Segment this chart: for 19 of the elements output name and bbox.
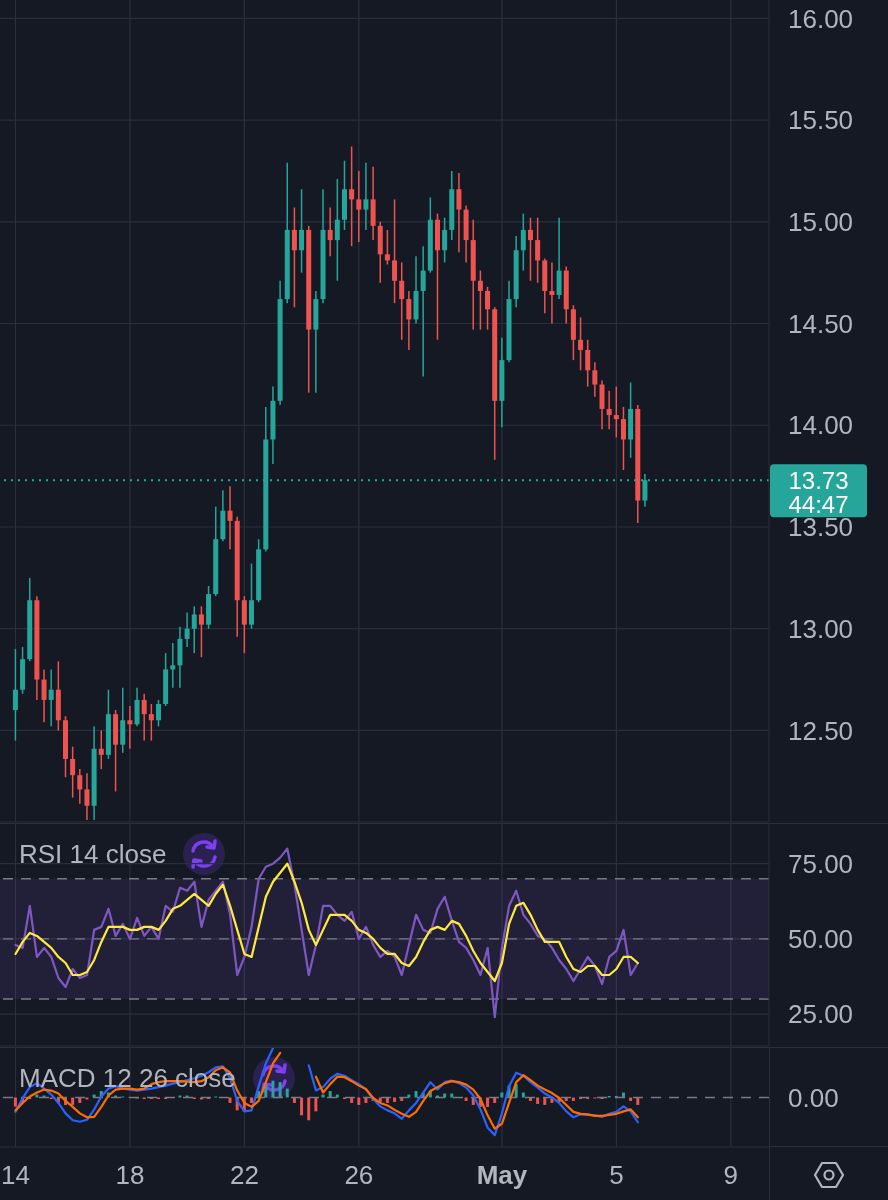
y-tick-label: 50.00	[788, 924, 854, 955]
x-tick-label: 26	[344, 1160, 374, 1190]
y-tick-label: 15.00	[788, 207, 854, 238]
x-tick-label: May	[476, 1160, 528, 1190]
y-tick-label: 16.00	[788, 3, 854, 34]
y-tick-label: 25.00	[788, 999, 854, 1030]
y-tick-label: 12.50	[788, 715, 854, 746]
y-tick-label: 75.00	[788, 848, 854, 879]
x-tick-label: 22	[229, 1160, 259, 1190]
y-tick-label: 14.00	[788, 410, 854, 441]
ref-line-label: 0.00	[788, 1082, 839, 1113]
x-tick-label: 18	[115, 1160, 145, 1190]
text: RSI 14 close	[19, 838, 167, 871]
y-tick-label: 15.50	[788, 105, 854, 136]
x-tick-label: 9	[723, 1160, 739, 1190]
x-tick-label: 14	[1, 1160, 30, 1190]
y-tick-label: 13.00	[788, 613, 854, 644]
y-tick-label: 14.50	[788, 308, 854, 339]
x-tick-label: 5	[609, 1160, 624, 1190]
